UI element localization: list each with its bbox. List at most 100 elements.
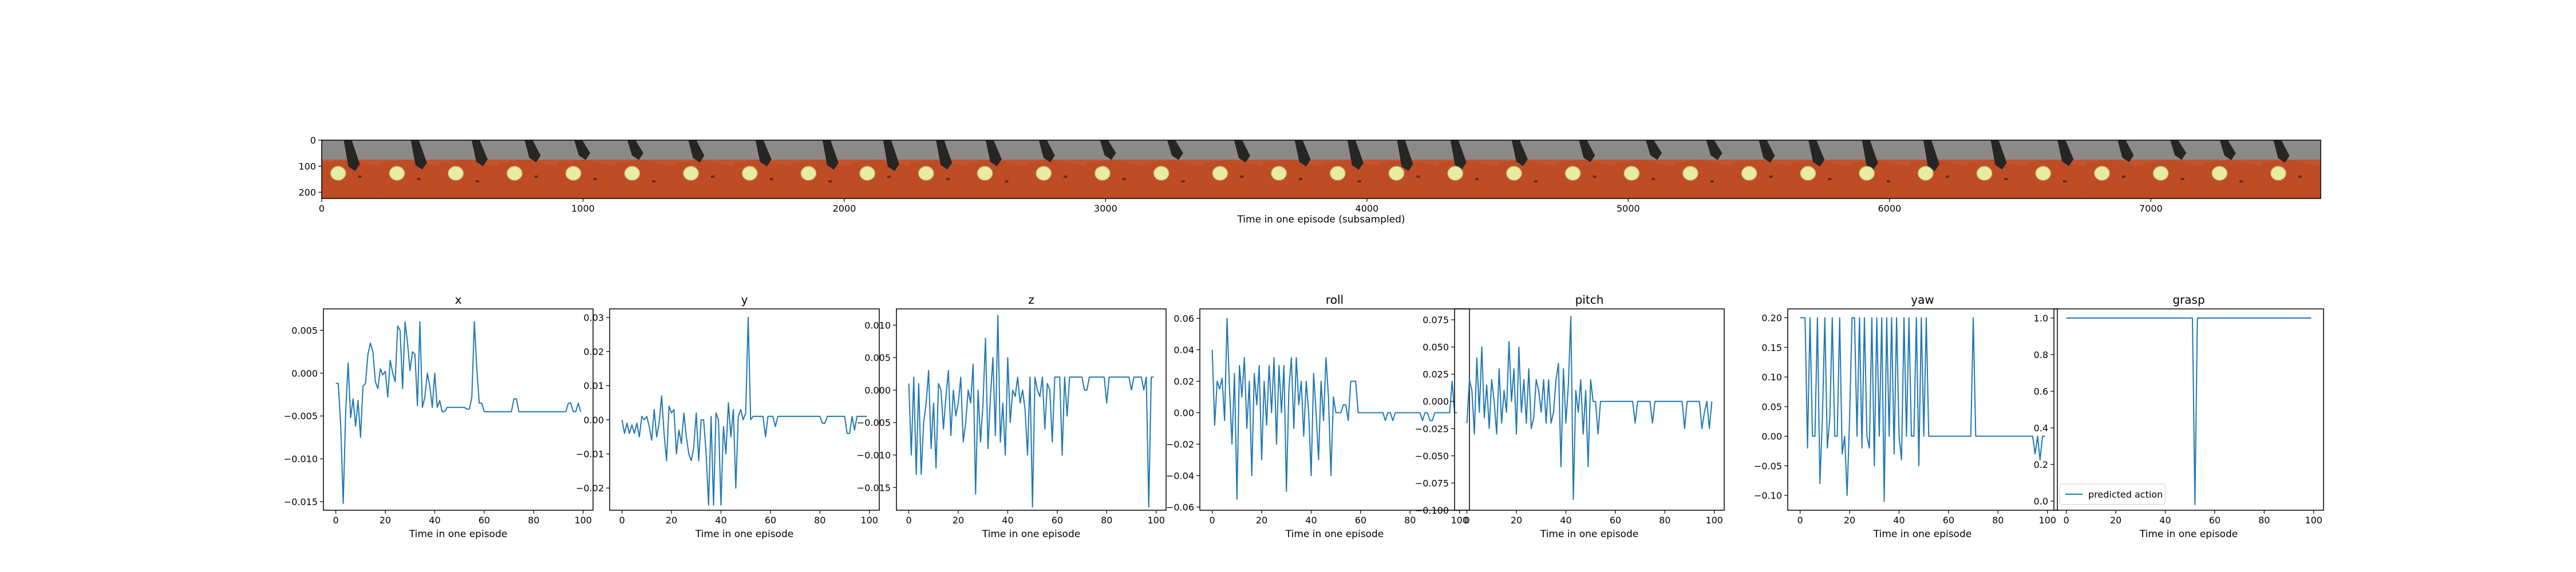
strip-frame [968,140,1028,198]
xtick-label: 100 [860,515,878,526]
xtick-label: 0 [1464,515,1470,526]
xtick-label: 20 [380,515,391,526]
frame-object [1652,178,1656,180]
ytick-label: −0.10 [1754,490,1782,501]
strip-ytick-label: 0 [310,135,316,146]
chart-title: yaw [1911,293,1934,307]
ytick-label: 0.050 [1423,342,1449,353]
strip-frame [2026,140,2086,198]
frame-wall [2026,140,2086,161]
plot-frame [2053,308,2324,511]
strip-frame [1144,140,1204,198]
strip-xtick-label: 2000 [833,203,856,214]
plot-frame [1199,308,1470,511]
ytick-label: −0.05 [1754,460,1782,471]
strip-frame [2262,140,2321,198]
frame-target-bowl [2270,166,2286,181]
frame-robot-arm [1706,140,1722,160]
xtick-label: 60 [1052,515,1063,526]
chart-xlabel: Time in one episode [1873,529,1971,540]
frame-floor-shade [1732,160,1792,198]
frame-wall [792,140,851,161]
frame-object [1945,176,1949,178]
ytick-label: 0.000 [1423,396,1449,407]
frame-target-bowl [1976,166,1993,181]
frame-floor-shade [498,160,557,198]
frame-robot-arm [1923,140,1939,171]
ytick-label: −0.025 [1415,423,1449,434]
charts: x0 20 40 60 80 100−0.015−0.010−0.0050.0000.00… [284,293,2324,540]
ytick-label: −0.02 [1166,439,1194,450]
strip-xtick-label: 1000 [571,203,595,214]
frame-target-bowl [2094,166,2110,181]
chart-x: x 0 20 40 60 80 100 −0.015 −0.010 −0.005 0.000 0.00… [284,293,594,540]
frame-object [1298,178,1302,180]
frame-target-bowl [859,166,875,181]
strip-frame [1439,140,1498,198]
chart-xlabel: Time in one episode [409,529,507,540]
frame-object [710,176,714,178]
frame-object [887,176,891,178]
xtick-label: 20 [1256,515,1267,526]
strip-frame [498,140,558,198]
frame-wall [1674,140,1733,161]
xtick-label: 60 [1943,515,1954,526]
ytick-label: −0.010 [857,450,891,460]
plot-frame [896,308,1167,511]
strip-frame [556,140,617,198]
frame-target-bowl [1859,166,1875,181]
chart-title: z [1028,293,1034,307]
strip-frame [1674,140,1733,198]
xtick-label: 20 [2110,515,2121,526]
frame-wall [2262,140,2321,161]
frame-target-bowl [1682,166,1698,181]
ytick-label: −0.005 [857,418,891,428]
xtick-label: 80 [1659,515,1670,526]
frame-object [946,178,950,180]
frame-object [2063,180,2067,182]
legend: predicted action [2059,483,2166,505]
ytick-label: −0.015 [284,496,318,507]
xtick-label: 60 [479,515,490,526]
strip-xtick-label: 5000 [1617,203,1640,214]
frame-target-bowl [1388,166,1405,181]
frame-floor-shade [851,160,910,198]
chart-grasp: grasp 0 20 40 60 80 100 0.0 0.2 0.4 0.6 0.8 1.0 Time … [2034,293,2324,540]
frame-floor-shade [1203,160,1263,198]
frame-robot-arm [936,140,953,170]
frame-object [534,176,538,178]
frame-robot-arm [1234,140,1250,163]
series-line [1800,317,2045,502]
frame-object [2298,176,2302,178]
ytick-label: 0.000 [864,385,891,396]
strip-frame [1850,140,1910,198]
frame-target-bowl [2211,166,2228,181]
xtick-label: 0 [2064,515,2069,526]
strip-xtick-label: 7000 [2139,203,2163,214]
ytick-label: 0.04 [1174,345,1194,356]
series-line [1211,317,1457,500]
frame-target-bowl [2152,166,2169,181]
strip-frame [1732,140,1792,198]
frame-floor-shade [1909,160,1968,198]
xtick-label: 40 [429,515,440,526]
frame-target-bowl [507,166,523,181]
frame-wall [439,140,499,161]
frame-target-bowl [1153,166,1170,181]
xtick-label: 40 [2159,515,2171,526]
strip-frame [322,140,381,198]
frame-floor-shade [2026,160,2086,198]
frame-object [1357,180,1361,182]
xtick-label: 0 [1797,515,1803,526]
ytick-label: 0.20 [1761,313,1782,324]
frame-robot-arm [471,140,488,166]
strip-frame [2144,140,2204,198]
xtick-label: 100 [574,515,592,526]
strip-frame [615,140,675,198]
plot-frame [609,308,880,511]
frame-floor-shade [2262,160,2321,198]
ytick-label: 1.0 [2034,313,2048,324]
chart-title: y [741,293,748,307]
frame-robot-arm [2057,140,2074,166]
ytick-label: −0.02 [576,483,604,494]
